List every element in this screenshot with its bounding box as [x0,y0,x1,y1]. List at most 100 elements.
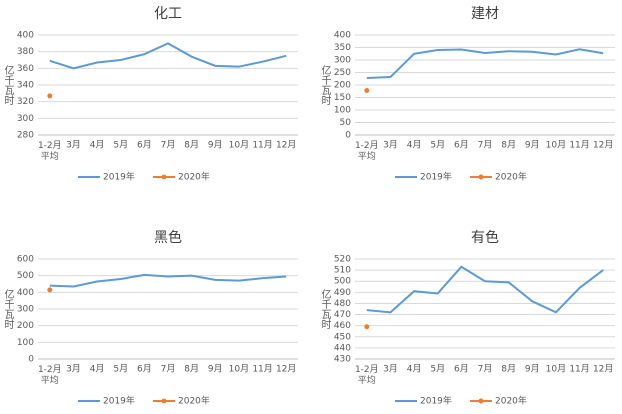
y-tick-label: 0 [28,355,34,365]
legend-marker [478,174,484,180]
y-tick-label: 400 [17,288,34,298]
y-tick-label: 510 [334,266,351,276]
y-tick-label: 100 [17,338,34,348]
x-tick-label: 12月 [593,140,613,151]
legend-label: 2020年 [495,395,527,407]
x-tick-label: 9月 [525,140,540,151]
x-tick-label: 7月 [161,140,176,151]
x-tick-label: 3月 [66,140,81,151]
y-tick-label: 280 [17,131,34,141]
x-tick-label: 1-2月平均 [355,364,379,386]
y-tick-label: 360 [17,64,34,74]
y-tick-label: 460 [334,321,351,331]
data-point [364,324,370,330]
x-tick-label: 11月 [252,364,272,375]
legend-label: 2020年 [178,395,210,407]
legend-label: 2019年 [103,171,135,183]
y-tick-label: 430 [334,355,351,365]
x-tick-label: 1-2月平均 [355,140,379,162]
legend-marker [161,398,167,404]
y-tick-label: 200 [334,81,351,91]
y-tick-label: 480 [334,299,351,309]
y-tick-label: 250 [334,68,351,78]
x-tick-label: 8月 [501,364,516,375]
legend-marker [161,174,167,180]
x-tick-label: 4月 [407,140,422,151]
x-tick-label: 7月 [478,140,493,151]
chart-title: 建材 [471,6,499,22]
y-tick-label: 300 [334,56,351,66]
y-tick-label: 200 [17,321,34,331]
y-tick-label: 340 [17,81,34,91]
x-tick-label: 6月 [137,364,152,375]
y-tick-label: 300 [17,305,34,315]
x-tick-label: 10月 [229,364,249,375]
y-tick-label: 500 [334,277,351,287]
x-tick-label: 4月 [90,364,105,375]
x-tick-label: 9月 [208,364,223,375]
legend-label: 2019年 [420,395,452,407]
x-tick-label: 1-2月平均 [38,140,62,162]
y-tick-label: 500 [17,271,34,281]
data-line [49,273,287,288]
y-tick-label: 520 [334,255,351,265]
y-tick-label: 300 [17,114,34,124]
x-tick-label: 6月 [454,364,469,375]
x-tick-label: 1-2月平均 [38,364,62,386]
x-tick-label: 4月 [90,140,105,151]
x-tick-label: 12月 [593,364,613,375]
x-tick-label: 8月 [184,364,199,375]
x-tick-label: 9月 [208,140,223,151]
x-tick-label: 6月 [454,140,469,151]
x-tick-label: 10月 [229,140,249,151]
x-tick-label: 3月 [66,364,81,375]
y-tick-label: 600 [17,255,34,265]
x-tick-label: 7月 [161,364,176,375]
y-tick-label: 400 [17,31,34,41]
chart-title: 化工 [154,6,182,22]
x-tick-label: 12月 [276,364,296,375]
y-tick-label: 100 [334,106,351,116]
x-tick-label: 5月 [113,364,128,375]
y-axis-label: 亿千瓦时 [2,288,14,329]
chart-title: 有色 [471,229,499,246]
y-axis-label: 亿千瓦时 [319,64,331,105]
x-tick-label: 8月 [501,140,516,151]
x-tick-label: 5月 [430,140,445,151]
x-tick-label: 10月 [546,140,566,151]
data-line [366,265,604,314]
y-tick-label: 380 [17,47,34,57]
x-tick-label: 5月 [113,140,128,151]
data-point [47,93,53,99]
legend-label: 2019年 [103,395,135,407]
y-tick-label: 320 [17,97,34,107]
y-axis-label: 亿千瓦时 [319,288,331,329]
x-tick-label: 12月 [276,140,296,151]
x-tick-label: 11月 [252,140,272,151]
x-tick-label: 5月 [430,364,445,375]
y-axis-label: 亿千瓦时 [2,64,14,105]
y-tick-label: 0 [345,131,351,141]
x-tick-label: 4月 [407,364,422,375]
x-tick-label: 10月 [546,364,566,375]
y-tick-label: 400 [334,31,351,41]
y-tick-label: 50 [340,118,352,128]
data-point [47,287,53,293]
x-tick-label: 11月 [569,364,589,375]
x-tick-label: 3月 [383,364,398,375]
y-tick-label: 450 [334,332,351,342]
x-tick-label: 6月 [137,140,152,151]
x-tick-label: 3月 [383,140,398,151]
data-line [49,42,287,70]
y-tick-label: 440 [334,343,351,353]
y-tick-label: 490 [334,288,351,298]
y-tick-label: 470 [334,310,351,320]
legend-label: 2019年 [420,171,452,183]
y-tick-label: 350 [334,43,351,53]
x-tick-label: 9月 [525,364,540,375]
legend-label: 2020年 [495,171,527,183]
data-line [366,48,604,79]
x-tick-label: 8月 [184,140,199,151]
data-point [364,88,370,93]
